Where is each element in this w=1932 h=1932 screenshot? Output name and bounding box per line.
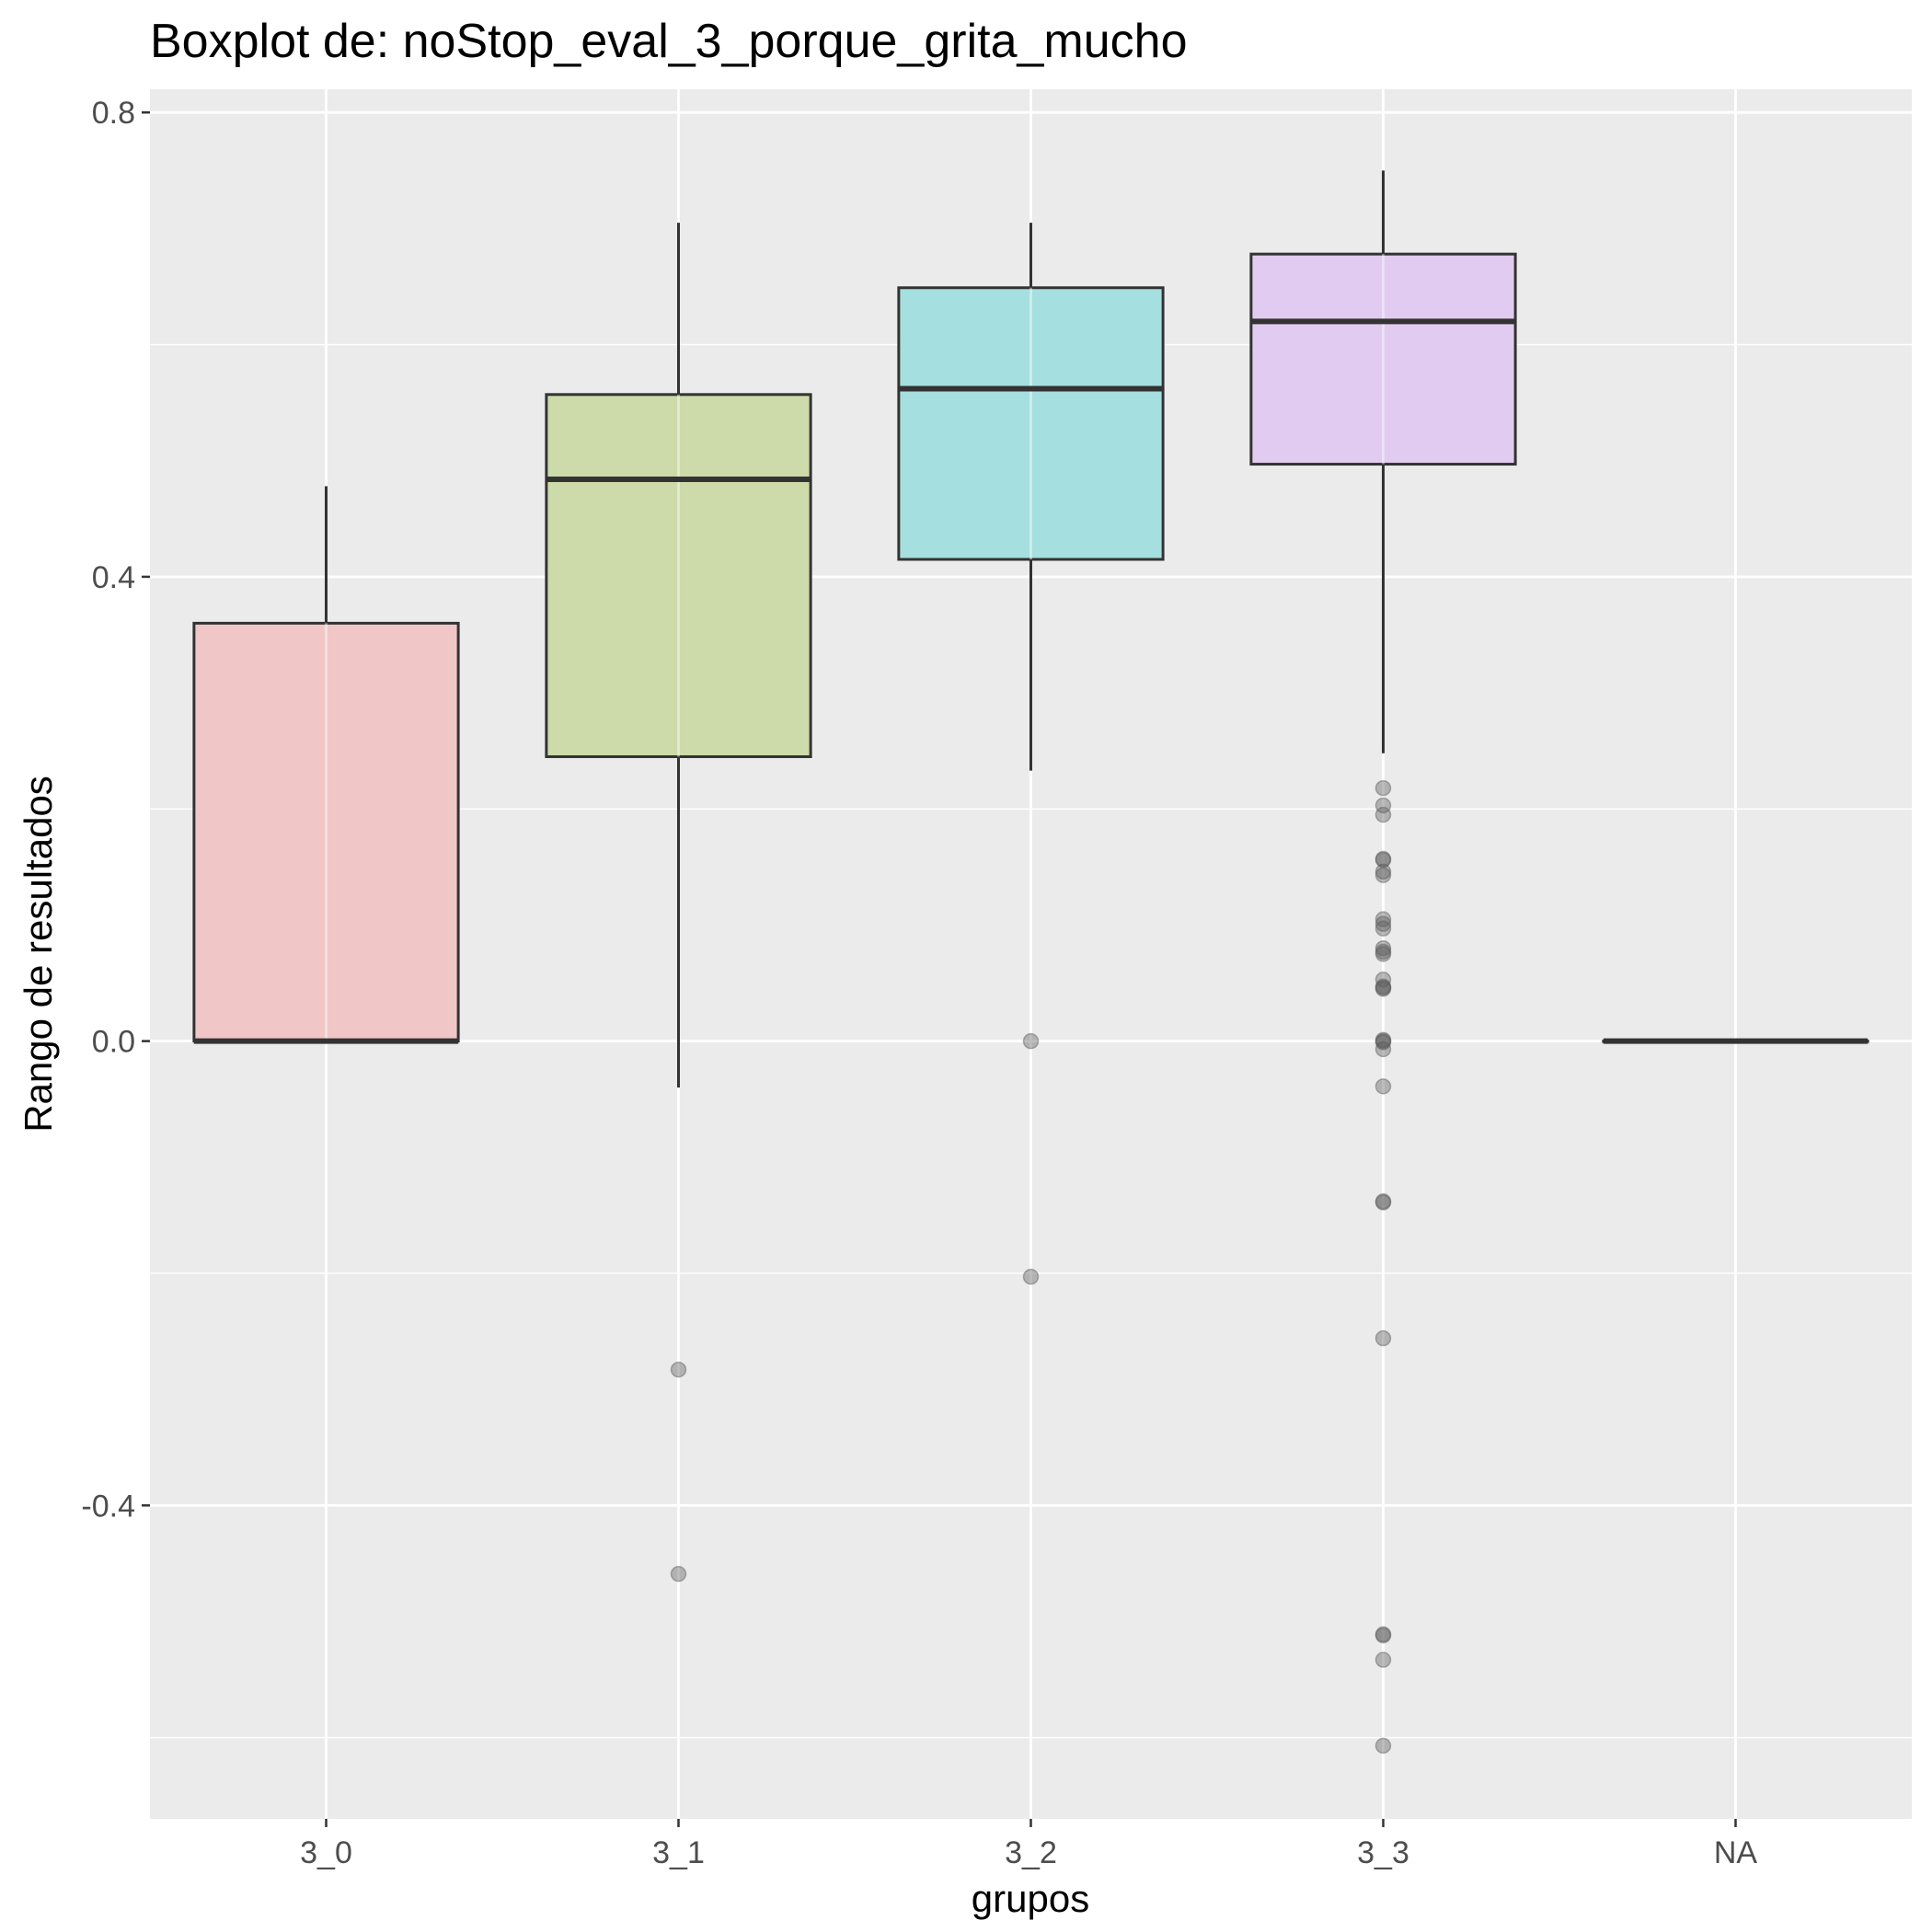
outlier-point	[1374, 981, 1392, 997]
outlier-point	[670, 1566, 687, 1582]
x-tick-label: 3_0	[300, 1835, 352, 1870]
box-3_1	[545, 223, 812, 1088]
y-tick-label: 0.0	[92, 1025, 135, 1060]
outlier-point	[1374, 1329, 1392, 1347]
box-3_3	[1249, 170, 1517, 753]
box-3_2	[897, 223, 1165, 771]
outlier-point	[1374, 915, 1392, 932]
outlier-point	[1374, 946, 1392, 962]
outlier-point	[1022, 1269, 1040, 1285]
outlier-point	[1374, 920, 1392, 937]
box-body	[192, 621, 460, 1043]
outlier-point	[1374, 943, 1392, 960]
outlier-point	[1374, 806, 1392, 823]
x-tick-label: 3_3	[1357, 1835, 1409, 1870]
outlier-point	[1374, 1031, 1392, 1049]
outlier-point	[1374, 852, 1392, 868]
outlier-point	[1374, 979, 1392, 996]
y-tick-label: 0.4	[92, 560, 135, 595]
x-tick-label: 3_1	[652, 1835, 705, 1870]
outlier-point	[1374, 850, 1392, 868]
outlier-points	[670, 779, 1392, 1754]
box-3_0	[192, 486, 460, 1044]
outlier-point	[1374, 1041, 1392, 1058]
outlier-point	[1022, 1032, 1040, 1050]
outlier-point	[1374, 1193, 1392, 1210]
outlier-point	[670, 1361, 687, 1378]
outlier-point	[1374, 972, 1392, 988]
boxes	[192, 170, 1869, 1088]
y-tick-label: 0.8	[92, 96, 135, 131]
x-axis-title: grupos	[972, 1877, 1089, 1920]
outlier-point	[1374, 797, 1392, 814]
outlier-point	[1374, 1626, 1392, 1643]
outlier-point	[1374, 1034, 1392, 1051]
outlier-point	[1374, 978, 1392, 995]
outlier-point	[1374, 1651, 1392, 1668]
box-NA	[1602, 1038, 1869, 1044]
outlier-point	[1374, 863, 1392, 880]
outlier-point	[1374, 1737, 1392, 1754]
box-body	[545, 393, 812, 759]
box-body	[1249, 252, 1517, 466]
outlier-point	[1374, 1078, 1392, 1095]
x-tick-label: 3_2	[1005, 1835, 1057, 1870]
outlier-point	[1374, 939, 1392, 957]
box-body	[897, 286, 1165, 561]
outlier-point	[1374, 1194, 1392, 1211]
chart-title: Boxplot de: noStop_eval_3_porque_grita_m…	[150, 15, 1188, 68]
axes: -0.4 0.0 0.4 0.8 3_0 3_1 3_2 3_3 NA	[81, 96, 1757, 1870]
outlier-point	[1374, 779, 1392, 797]
outlier-point	[1374, 911, 1392, 927]
x-tick-label: NA	[1714, 1835, 1758, 1870]
y-axis-title: Rango de resultados	[17, 776, 60, 1133]
outlier-point	[1374, 1627, 1392, 1644]
y-tick-label: -0.4	[81, 1489, 135, 1524]
outlier-point	[1374, 1032, 1392, 1050]
outlier-point	[1374, 867, 1392, 883]
